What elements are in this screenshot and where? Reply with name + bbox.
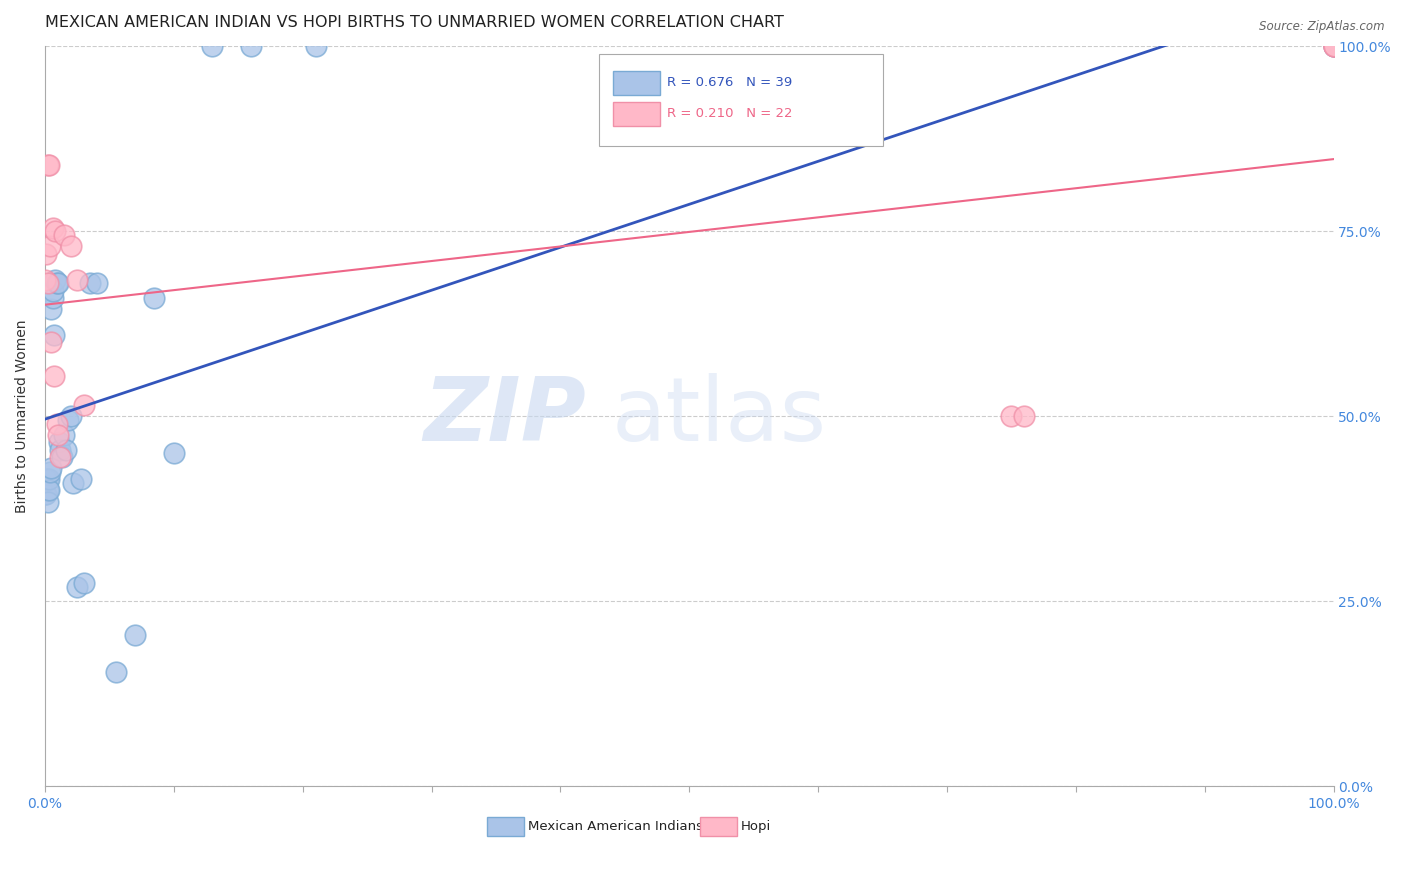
Point	[41, 220, 63, 235]
Point	[34, 272, 56, 286]
Point	[56, 413, 79, 427]
Point	[39, 239, 62, 253]
Point	[35, 487, 58, 501]
Point	[53, 428, 76, 442]
Point	[41, 284, 63, 298]
FancyBboxPatch shape	[613, 70, 659, 95]
Point	[37, 483, 59, 498]
Point	[38, 483, 60, 498]
Point	[72, 398, 94, 412]
Point	[42, 368, 65, 383]
Point	[45, 277, 67, 291]
Point	[34, 487, 56, 501]
Point	[41, 302, 63, 317]
Point	[37, 158, 59, 172]
Point	[39, 465, 62, 479]
Point	[1322, 39, 1344, 54]
Point	[42, 328, 65, 343]
Point	[44, 224, 66, 238]
Point	[35, 472, 58, 486]
Point	[163, 446, 186, 460]
Point	[53, 228, 76, 243]
Point	[55, 442, 77, 457]
Point	[70, 472, 93, 486]
Y-axis label: Births to Unmarried Women: Births to Unmarried Women	[15, 319, 30, 513]
Point	[48, 435, 70, 450]
Text: MEXICAN AMERICAN INDIAN VS HOPI BIRTHS TO UNMARRIED WOMEN CORRELATION CHART: MEXICAN AMERICAN INDIAN VS HOPI BIRTHS T…	[45, 15, 785, 30]
Point	[41, 335, 63, 350]
Point	[1322, 39, 1344, 54]
Point	[1012, 409, 1035, 424]
Point	[62, 475, 84, 490]
Point	[59, 239, 82, 253]
Point	[79, 277, 101, 291]
Point	[72, 575, 94, 590]
Point	[38, 472, 60, 486]
Text: R = 0.676   N = 39: R = 0.676 N = 39	[668, 76, 793, 89]
Point	[304, 39, 326, 54]
Point	[66, 272, 89, 286]
Point	[124, 628, 146, 642]
Point	[41, 291, 63, 305]
Point	[104, 665, 127, 679]
Point	[41, 461, 63, 475]
Point	[1322, 39, 1344, 54]
Text: R = 0.210   N = 22: R = 0.210 N = 22	[668, 107, 793, 120]
Point	[38, 158, 60, 172]
Point	[45, 417, 67, 431]
Point	[143, 291, 166, 305]
Point	[1000, 409, 1022, 424]
FancyBboxPatch shape	[700, 817, 737, 836]
Point	[37, 277, 59, 291]
Point	[49, 442, 72, 457]
Point	[1322, 39, 1344, 54]
Point	[46, 428, 69, 442]
Point	[37, 472, 59, 486]
Text: ZIP: ZIP	[423, 373, 586, 460]
FancyBboxPatch shape	[599, 54, 883, 146]
Point	[86, 277, 108, 291]
Point	[240, 39, 263, 54]
Point	[49, 450, 72, 464]
Point	[44, 272, 66, 286]
Text: Mexican American Indians: Mexican American Indians	[529, 820, 703, 833]
Point	[35, 246, 58, 260]
Point	[201, 39, 224, 54]
Point	[66, 580, 89, 594]
FancyBboxPatch shape	[613, 102, 659, 126]
Text: atlas: atlas	[612, 373, 827, 460]
Point	[51, 450, 73, 464]
FancyBboxPatch shape	[486, 817, 524, 836]
Point	[37, 494, 59, 508]
Text: Hopi: Hopi	[741, 820, 770, 833]
Point	[59, 409, 82, 424]
Text: Source: ZipAtlas.com: Source: ZipAtlas.com	[1260, 20, 1385, 33]
Point	[46, 277, 69, 291]
Point	[1322, 39, 1344, 54]
